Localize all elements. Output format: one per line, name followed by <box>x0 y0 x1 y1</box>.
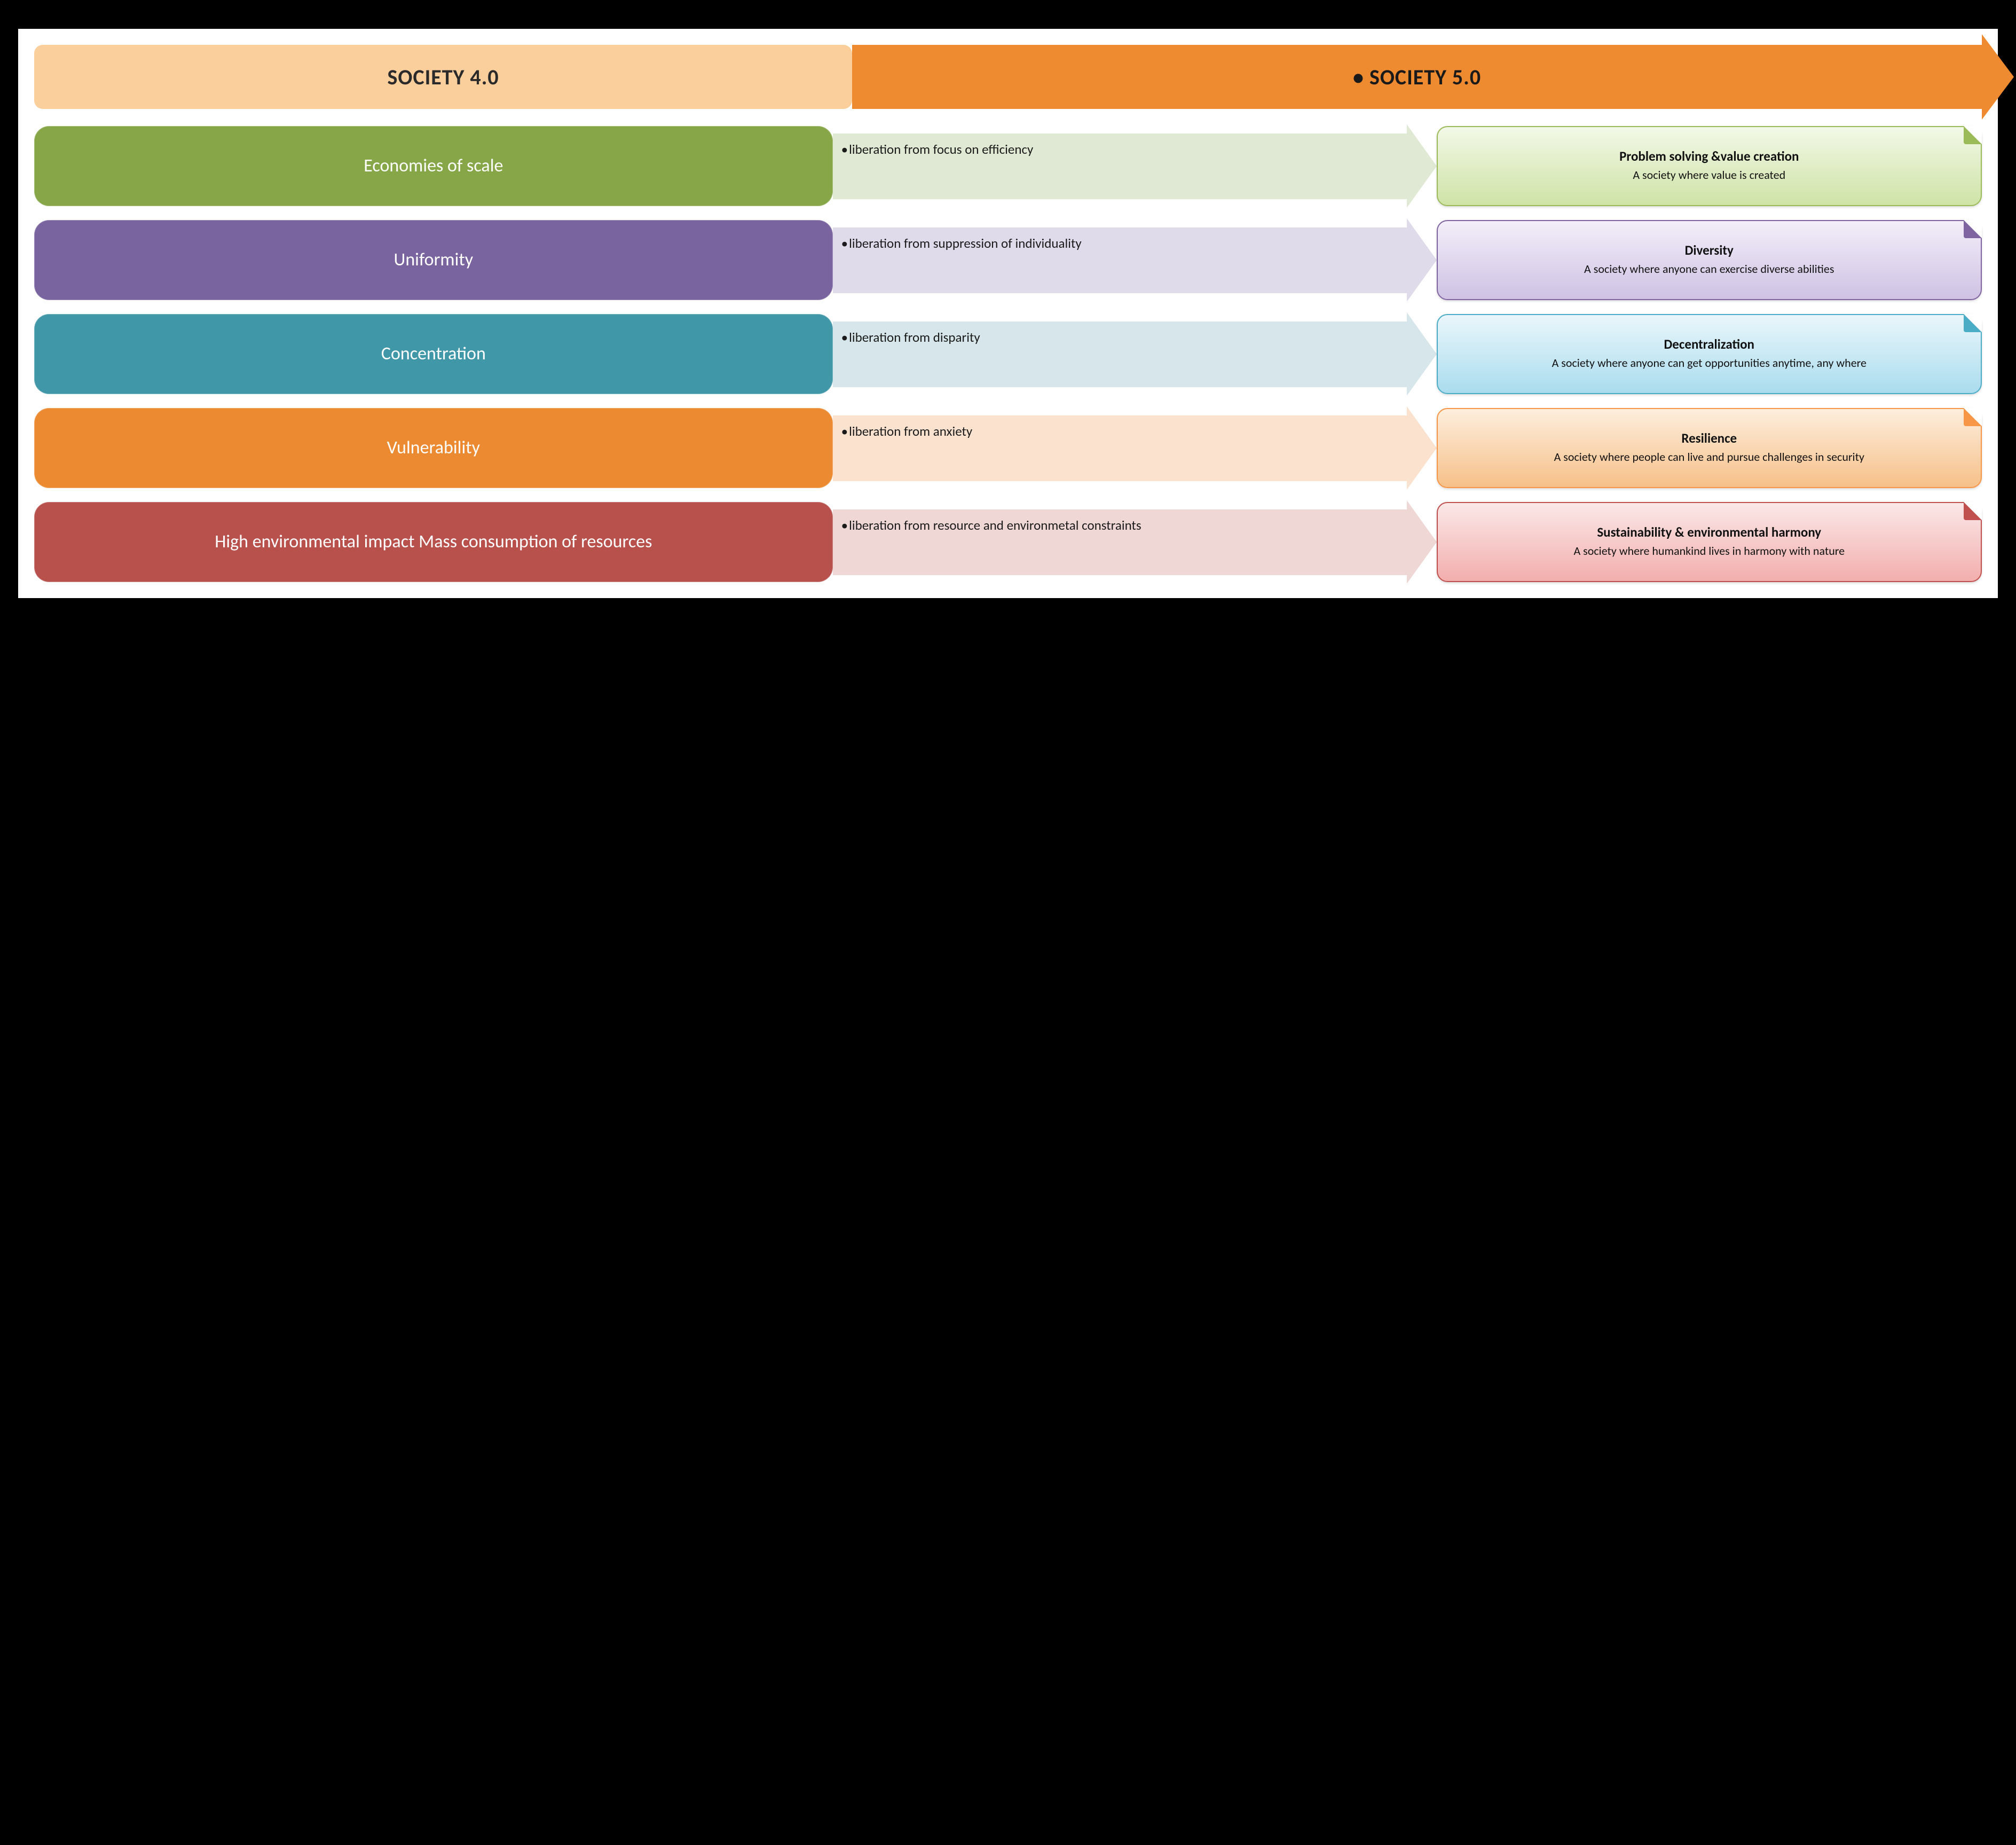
rows-container: Economies of scale liberation from focus … <box>34 126 1982 582</box>
card-fold-icon <box>1964 408 1982 426</box>
transition-text: liberation from resource and environmeta… <box>841 517 1145 533</box>
society4-pill: High environmental impact Mass consumpti… <box>34 502 833 582</box>
card-title: Resilience <box>1681 430 1737 446</box>
society4-pill-label: Economies of scale <box>364 155 503 177</box>
card-title: Sustainability & environmental harmony <box>1597 524 1821 540</box>
transition-text: liberation from focus on efficiency <box>841 141 1037 158</box>
card-title: Problem solving &value creation <box>1619 148 1799 164</box>
card-fold-icon <box>1964 314 1982 332</box>
card-fold-icon <box>1964 220 1982 238</box>
society5-card: Decentralization A society where anyone c… <box>1437 314 1982 394</box>
transition-row: Uniformity liberation from suppression of… <box>34 220 1982 300</box>
society4-pill-label: Uniformity <box>394 249 474 271</box>
transition-arrow: liberation from suppression of individua… <box>833 220 1437 300</box>
card-subtitle: A society where humankind lives in harmo… <box>1573 544 1845 559</box>
society4-pill-label: Concentration <box>381 343 486 365</box>
transition-row: Concentration liberation from disparity De… <box>34 314 1982 394</box>
header-arrowhead-icon <box>1982 34 2014 120</box>
transition-row: Vulnerability liberation from anxiety Resi… <box>34 408 1982 488</box>
arrowhead-icon <box>1407 218 1437 302</box>
card-subtitle: A society where value is created <box>1633 168 1785 183</box>
header-arrow: SOCIETY 4.0 SOCIETY 5.0 <box>34 45 1982 109</box>
transition-row: Economies of scale liberation from focus … <box>34 126 1982 206</box>
society4-pill: Uniformity <box>34 220 833 300</box>
arrowhead-icon <box>1407 406 1437 490</box>
transition-arrow: liberation from disparity <box>833 314 1437 394</box>
card-title: Decentralization <box>1664 336 1754 352</box>
society4-pill-label: High environmental impact Mass consumpti… <box>215 531 652 553</box>
transition-row: High environmental impact Mass consumpti… <box>34 502 1982 582</box>
society5-card: Sustainability & environmental harmony A … <box>1437 502 1982 582</box>
diagram-canvas: SOCIETY 4.0 SOCIETY 5.0 Economies of sca… <box>11 21 2005 606</box>
card-fold-icon <box>1964 502 1982 520</box>
card-subtitle: A society where anyone can get opportuni… <box>1552 356 1867 371</box>
arrowhead-icon <box>1407 500 1437 584</box>
card-subtitle: A society where people can live and purs… <box>1554 450 1864 465</box>
transition-text: liberation from anxiety <box>841 423 976 439</box>
society4-pill: Concentration <box>34 314 833 394</box>
society4-pill-label: Vulnerability <box>387 437 480 459</box>
arrowhead-icon <box>1407 124 1437 208</box>
header-society-4: SOCIETY 4.0 <box>34 45 852 109</box>
society4-pill: Economies of scale <box>34 126 833 206</box>
society5-card: Resilience A society where people can liv… <box>1437 408 1982 488</box>
transition-arrow: liberation from anxiety <box>833 408 1437 488</box>
header-society-5: SOCIETY 5.0 <box>852 45 1982 109</box>
header-right-title: SOCIETY 5.0 <box>1353 64 1481 90</box>
arrowhead-icon <box>1407 312 1437 396</box>
card-title: Diversity <box>1685 242 1734 258</box>
transition-text: liberation from suppression of individua… <box>841 235 1085 252</box>
transition-arrow: liberation from resource and environmeta… <box>833 502 1437 582</box>
society4-pill: Vulnerability <box>34 408 833 488</box>
card-subtitle: A society where anyone can exercise dive… <box>1584 262 1834 277</box>
society5-card: Diversity A society where anyone can exer… <box>1437 220 1982 300</box>
transition-text: liberation from disparity <box>841 329 983 346</box>
society5-card: Problem solving &value creation A society… <box>1437 126 1982 206</box>
header-left-title: SOCIETY 4.0 <box>387 64 499 90</box>
transition-arrow: liberation from focus on efficiency <box>833 126 1437 206</box>
card-fold-icon <box>1964 126 1982 144</box>
